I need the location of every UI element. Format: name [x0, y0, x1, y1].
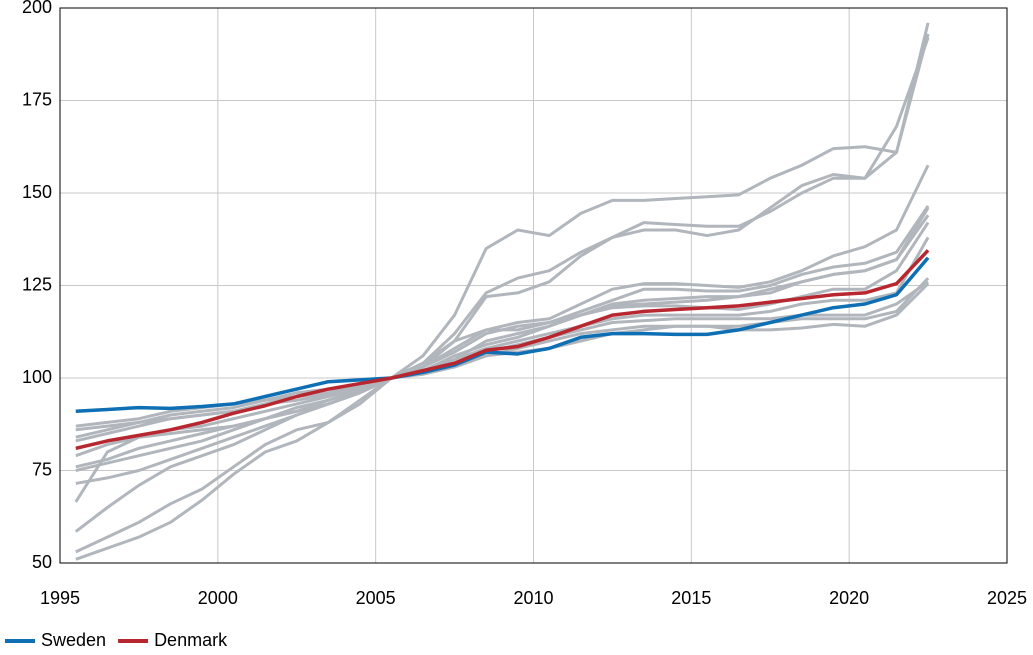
legend-label: Denmark: [154, 630, 228, 650]
y-tick-label: 100: [22, 367, 52, 387]
y-tick-label: 150: [22, 182, 52, 202]
series-line: [75, 256, 930, 414]
y-tick-label: 125: [22, 274, 52, 294]
series-line: [74, 214, 930, 503]
series-line: [74, 236, 930, 533]
x-tick-label: 2005: [356, 588, 396, 608]
y-tick-label: 200: [22, 0, 52, 17]
x-tick-label: 2015: [671, 588, 711, 608]
plot-frame: [59, 7, 1008, 564]
series-line: [75, 22, 930, 439]
series-line: [75, 249, 930, 451]
x-tick-label: 2000: [198, 588, 238, 608]
series-line: [75, 207, 930, 432]
y-tick-label: 50: [32, 552, 52, 572]
series-line: [75, 221, 930, 561]
legend-label: Sweden: [41, 630, 106, 650]
y-tick-label: 75: [32, 459, 52, 479]
x-tick-label: 1995: [40, 588, 80, 608]
x-tick-label: 2020: [829, 588, 869, 608]
y-tick-label: 175: [22, 89, 52, 109]
x-tick-label: 2010: [513, 588, 553, 608]
series-line: [75, 33, 930, 458]
series-line: [75, 280, 929, 485]
x-tick-label: 2025: [987, 588, 1027, 608]
series-line: [75, 164, 930, 472]
